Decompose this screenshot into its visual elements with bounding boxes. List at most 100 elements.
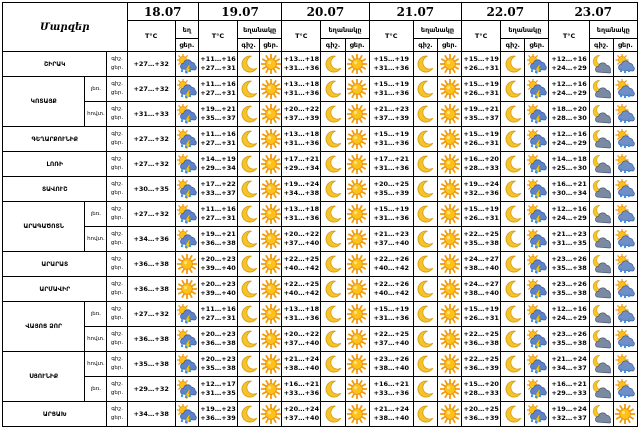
time-of-day-labels: գիշ. ցեր. (106, 226, 128, 252)
night-label: գիշ. (111, 131, 123, 137)
moon-icon (237, 76, 261, 102)
night-temperature: +17…+21 (373, 155, 409, 163)
day-temperature: +35…+37 (463, 114, 499, 122)
moon-cloud-icon (592, 230, 612, 249)
night-temperature: +14…+19 (200, 155, 236, 163)
moon-icon (417, 55, 434, 73)
day-label: ցեր. (110, 140, 124, 146)
sun-cloud-lightning-icon (174, 351, 199, 377)
sun-icon (347, 229, 368, 249)
night-temperature: +11…+16 (200, 205, 236, 213)
night-label: գիշ. (111, 381, 123, 387)
sun-cloud-lightning-icon (524, 151, 550, 177)
temperature-range: +36…+38 (126, 251, 176, 277)
sun-icon (260, 79, 281, 99)
sun-icon (260, 354, 281, 374)
sun-cloud-lightning-icon (524, 101, 550, 127)
night-temperature: +16…+21 (373, 380, 409, 388)
night-temperature: +16…+21 (551, 380, 587, 388)
sun-icon (436, 301, 463, 327)
temperature-range: +22…+26 +40…+42 (368, 251, 414, 277)
sun-cloud-rain-icon (612, 151, 639, 177)
day-subheader: ցեր. (612, 38, 639, 52)
sun-cloud-lightning-icon (526, 154, 547, 174)
sun-icon (174, 276, 199, 302)
temperature-range: +23…+26 +35…+38 (548, 251, 590, 277)
moon-icon (241, 305, 257, 323)
moon-cloud-icon (588, 351, 614, 377)
moon-cloud-icon (588, 126, 614, 152)
table-row: ԱՐԱԳԱԾՈՏՆ լեռ. գիշ. ցեր. +27…+32 +11…+16 +27…+… (1, 201, 639, 252)
time-of-day-labels: գիշ. ցեր. (106, 401, 128, 427)
sun-icon (439, 304, 460, 324)
day-temperature: +36…+39 (463, 364, 499, 372)
day-label: ցեր. (110, 240, 124, 246)
moon-icon (325, 205, 342, 223)
moon-icon (237, 301, 261, 327)
night-temperature: +12…+16 (551, 305, 587, 313)
night-label: գիշ. (111, 156, 123, 162)
moon-icon (500, 176, 526, 202)
day-temperature: +34…+38 (133, 409, 169, 418)
sun-icon (439, 154, 460, 174)
day-temperature: +33…+36 (373, 389, 409, 397)
temperature-range: +21…+23 +37…+39 (368, 101, 414, 127)
day-temperature: +37…+40 (283, 414, 320, 422)
sun-icon (176, 254, 197, 274)
day-temperature: +26…+31 (463, 214, 499, 222)
day-temperature: +37…+39 (373, 114, 409, 122)
moon-cloud-icon (592, 280, 612, 299)
night-label: գիշ. (111, 356, 123, 362)
moon-icon (320, 326, 346, 352)
sun-icon (259, 51, 283, 77)
sun-icon (436, 226, 463, 252)
sun-cloud-lightning-icon (526, 379, 547, 399)
night-temperature: +22…+25 (463, 330, 499, 338)
day-temperature: +36…+39 (463, 414, 499, 422)
moon-icon (417, 305, 434, 323)
temperature-range: +19…+24 +32…+36 (461, 176, 502, 202)
night-temperature: +13…+18 (283, 80, 320, 88)
moon-icon (325, 405, 342, 423)
day-temperature: +28…+33 (463, 164, 499, 172)
temperature-range: +16…+20 +28…+33 (461, 151, 502, 177)
sun-icon (176, 279, 197, 299)
temperature-range: +16…+21 +33…+36 (368, 376, 414, 402)
sun-cloud-lightning-icon (176, 329, 197, 349)
night-subheader: գիշ. (237, 38, 261, 52)
temperature-range: +15…+19 +31…+36 (368, 126, 414, 152)
day-temperature: +28…+33 (463, 389, 499, 397)
temperature-range: +15…+19 +26…+31 (461, 201, 502, 227)
sun-icon (436, 126, 463, 152)
day-temperature: +27…+31 (200, 314, 236, 322)
sun-icon (436, 201, 463, 227)
night-label: գիշ. (111, 406, 123, 412)
table-row: ՇԻՐԱԿ գիշ. ցեր. +27…+32 +11…+16 +27…+31 +13…+1… (1, 51, 639, 77)
sun-cloud-rain-icon (615, 129, 636, 149)
sun-cloud-rain-icon (612, 276, 639, 302)
time-of-day-labels: գիշ. ցեր. (106, 151, 128, 177)
day-temperature: +37…+39 (283, 114, 320, 122)
sun-cloud-lightning-icon (526, 179, 547, 199)
day-subheader: ցեր. (436, 38, 463, 52)
moon-icon (500, 226, 526, 252)
night-label: գիշ. (111, 306, 123, 312)
sun-icon (344, 226, 370, 252)
night-temperature: +16…+20 (463, 155, 499, 163)
day-temperature: +33…+36 (283, 389, 320, 397)
night-label: գիշ. (111, 331, 123, 337)
moon-icon (320, 251, 346, 277)
day-subheader: ցեր. (259, 38, 283, 52)
temperature-range: +19…+21 +35…+37 (197, 101, 239, 127)
temperature-range: +20…+22 +37…+40 (281, 326, 322, 352)
sun-icon (347, 204, 368, 224)
temperature-range: +21…+23 +37…+40 (368, 226, 414, 252)
table-row: ՏԱՎՈՒՇ գիշ. ցեր. +30…+35 +17…+22 +33…+37 +19…+… (1, 176, 639, 202)
sun-cloud-lightning-icon (526, 354, 547, 374)
sun-cloud-rain-icon (615, 254, 636, 274)
region-name: ԿՈՏԱՅՔ (1, 76, 86, 127)
day-temperature: +37…+40 (283, 239, 320, 247)
moon-icon (412, 376, 438, 402)
moon-icon (500, 151, 526, 177)
moon-icon (505, 305, 521, 323)
